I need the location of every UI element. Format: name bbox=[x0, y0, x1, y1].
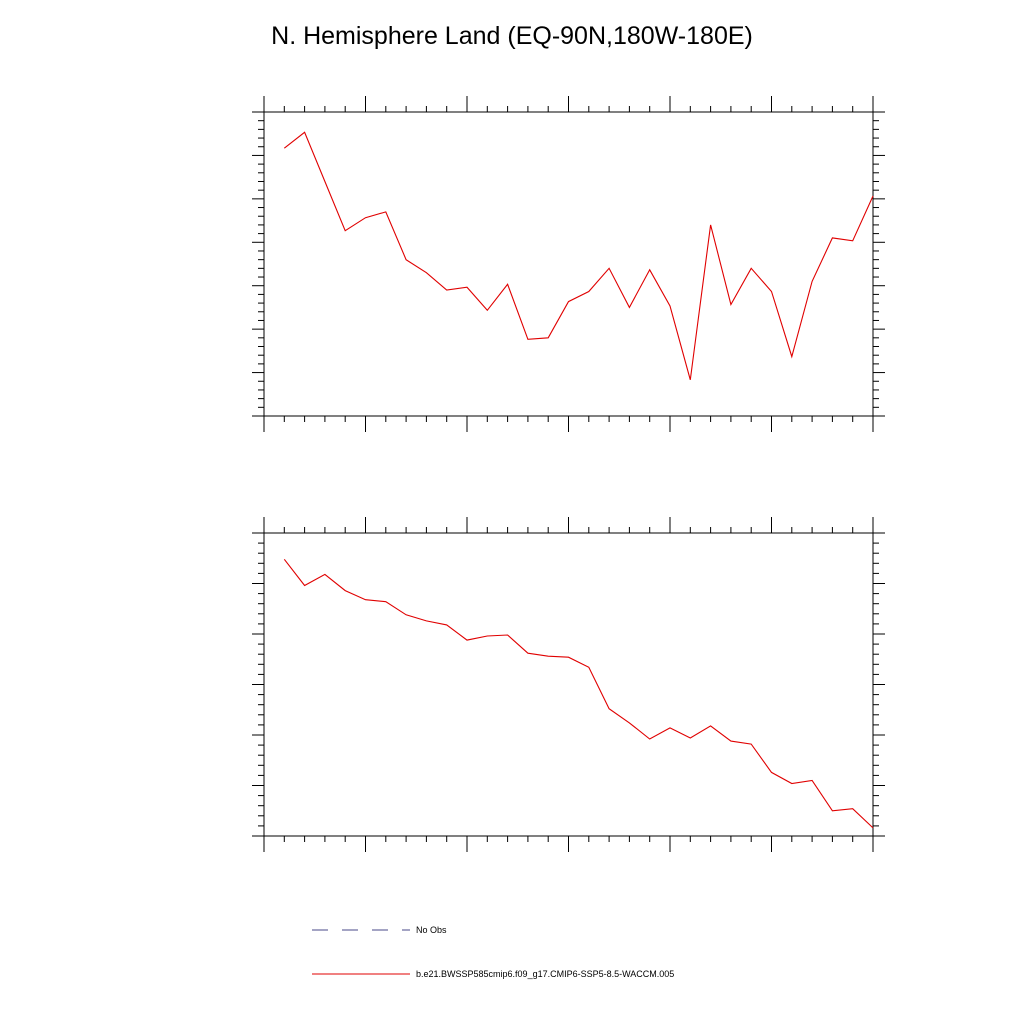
series-line bbox=[283, 131, 874, 380]
plot-frame bbox=[263, 532, 874, 837]
legend-label-no-obs: No Obs bbox=[416, 925, 447, 935]
legend: No Obs b.e21.BWSSP585cmip6.f09_g17.CMIP6… bbox=[312, 925, 674, 979]
panel-liquid-water bbox=[252, 96, 885, 432]
main-title: N. Hemisphere Land (EQ-90N,180W-180E) bbox=[271, 22, 753, 50]
plot-frame bbox=[263, 111, 874, 417]
legend-label-model: b.e21.BWSSP585cmip6.f09_g17.CMIP6-SSP5-8… bbox=[416, 969, 674, 979]
panel-snow-ice bbox=[252, 517, 885, 852]
series-line bbox=[283, 558, 874, 829]
